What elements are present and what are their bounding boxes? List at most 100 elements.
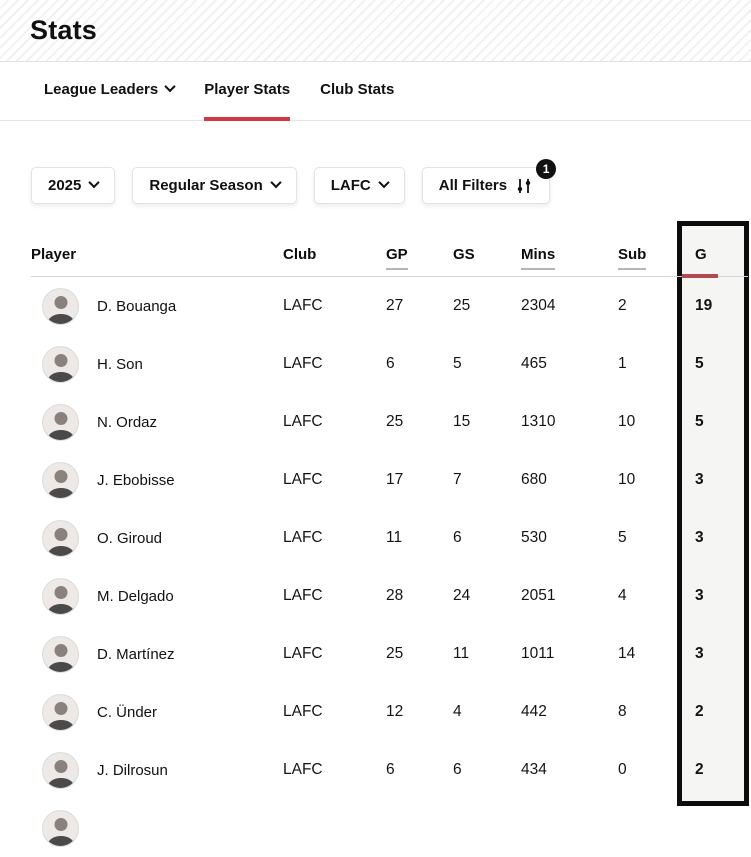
gp-cell: 28 <box>386 587 404 604</box>
chevron-down-icon <box>378 176 390 189</box>
player-cell[interactable]: J. Dilrosun <box>31 751 283 789</box>
column-header-player[interactable]: Player <box>31 245 77 263</box>
club-label: LAFC <box>330 177 371 194</box>
player-stats-table: Player Club GP GS Mins Sub G D. Bouanga … <box>31 232 748 857</box>
player-cell[interactable]: D. Martínez <box>31 635 283 673</box>
column-header-club[interactable]: Club <box>283 245 317 263</box>
player-cell[interactable]: J. Ebobisse <box>31 461 283 499</box>
gp-cell: 6 <box>386 761 395 778</box>
mins-cell: 680 <box>521 471 547 488</box>
player-avatar <box>42 809 79 847</box>
g-column-selection-box <box>677 221 749 806</box>
table-row[interactable]: J. Ebobisse LAFC 17 7 680 10 3 <box>31 451 748 509</box>
chevron-down-icon <box>88 176 101 189</box>
mins-cell: 465 <box>521 355 547 372</box>
column-header-gp[interactable]: GP <box>386 232 453 276</box>
club-cell: LAFC <box>283 413 323 430</box>
table-row[interactable]: D. Bouanga LAFC 27 25 2304 2 19 <box>31 277 748 335</box>
goals-cell: 3 <box>695 587 704 604</box>
player-name: N. Ordaz <box>97 413 158 431</box>
table-row[interactable]: O. Giroud LAFC 11 6 530 5 3 <box>31 509 748 567</box>
club-cell: LAFC <box>283 297 323 314</box>
season-year-label: 2025 <box>48 177 82 194</box>
page-title: Stats <box>30 15 98 45</box>
sub-cell: 10 <box>618 471 636 488</box>
player-avatar <box>42 403 79 441</box>
gp-cell: 12 <box>386 703 404 720</box>
tab-club-stats-label: Club Stats <box>320 81 395 98</box>
all-filters-button[interactable]: All Filters 1 <box>421 159 557 204</box>
player-cell[interactable]: D. Bouanga <box>31 287 283 325</box>
mins-cell: 2051 <box>521 587 556 604</box>
sub-cell: 5 <box>618 529 627 546</box>
club-cell: LAFC <box>283 471 323 488</box>
goals-cell: 3 <box>695 529 704 546</box>
player-name: H. Son <box>97 355 143 373</box>
player-cell[interactable]: N. Ordaz <box>31 403 283 441</box>
gs-cell: 11 <box>453 645 470 662</box>
mins-cell: 530 <box>521 529 547 546</box>
gp-cell: 6 <box>386 355 395 372</box>
tab-player-stats[interactable]: Player Stats <box>204 62 291 121</box>
table-row[interactable]: H. Son LAFC 6 5 465 1 5 <box>31 335 748 393</box>
player-cell[interactable]: H. Son <box>31 345 283 383</box>
player-avatar <box>42 751 79 789</box>
gs-cell: 6 <box>453 761 462 778</box>
gs-cell: 15 <box>453 413 471 430</box>
gp-cell: 11 <box>386 529 403 546</box>
player-avatar <box>42 519 79 557</box>
table-row[interactable]: D. Martínez LAFC 25 11 1011 14 3 <box>31 625 748 683</box>
table-row-partial[interactable] <box>31 799 748 857</box>
player-name: C. Ünder <box>97 703 158 721</box>
column-header-g[interactable]: G <box>678 232 748 278</box>
mins-cell: 1011 <box>521 645 555 662</box>
player-cell[interactable]: M. Delgado <box>31 577 283 615</box>
competition-dropdown[interactable]: Regular Season <box>132 167 297 204</box>
sub-cell: 10 <box>618 413 636 430</box>
club-cell: LAFC <box>283 645 323 662</box>
gp-cell: 25 <box>386 413 404 430</box>
player-name: D. Martínez <box>97 645 175 663</box>
stats-tab-bar: League Leaders Player Stats Club Stats <box>0 62 751 121</box>
table-row[interactable]: C. Ünder LAFC 12 4 442 8 2 <box>31 683 748 741</box>
club-cell: LAFC <box>283 355 323 372</box>
tab-player-stats-label: Player Stats <box>204 81 291 98</box>
mins-cell: 434 <box>521 761 547 778</box>
gs-cell: 6 <box>453 529 462 546</box>
club-dropdown[interactable]: LAFC <box>313 167 405 204</box>
tab-league-leaders-label: League Leaders <box>44 81 159 98</box>
tab-league-leaders[interactable]: League Leaders <box>44 62 176 121</box>
sliders-icon <box>517 179 531 193</box>
player-cell[interactable]: O. Giroud <box>31 519 283 557</box>
tab-club-stats[interactable]: Club Stats <box>320 62 394 121</box>
sub-cell: 8 <box>618 703 627 720</box>
gs-cell: 5 <box>453 355 462 372</box>
club-cell: LAFC <box>283 587 323 604</box>
player-cell <box>31 809 283 847</box>
gp-cell: 27 <box>386 297 404 314</box>
season-year-dropdown[interactable]: 2025 <box>31 167 116 204</box>
sub-cell: 1 <box>618 355 627 372</box>
mins-cell: 2304 <box>521 297 556 314</box>
player-avatar <box>42 461 79 499</box>
goals-cell: 2 <box>695 703 704 720</box>
sort-indicator <box>682 274 718 278</box>
club-cell: LAFC <box>283 703 323 720</box>
table-row[interactable]: M. Delgado LAFC 28 24 2051 4 3 <box>31 567 748 625</box>
column-header-sub[interactable]: Sub <box>618 232 678 276</box>
table-row[interactable]: J. Dilrosun LAFC 6 6 434 0 2 <box>31 741 748 799</box>
chevron-down-icon <box>164 80 176 93</box>
player-name: M. Delgado <box>97 587 174 605</box>
column-header-gs[interactable]: GS <box>453 245 475 263</box>
gs-cell: 4 <box>453 703 462 720</box>
competition-label: Regular Season <box>149 177 263 194</box>
player-avatar <box>42 693 79 731</box>
sub-cell: 2 <box>618 297 627 314</box>
club-cell: LAFC <box>283 529 323 546</box>
club-cell: LAFC <box>283 761 323 778</box>
player-cell[interactable]: C. Ünder <box>31 693 283 731</box>
gs-cell: 7 <box>453 471 462 488</box>
goals-cell: 2 <box>695 761 704 778</box>
column-header-mins[interactable]: Mins <box>521 232 618 276</box>
table-row[interactable]: N. Ordaz LAFC 25 15 1310 10 5 <box>31 393 748 451</box>
